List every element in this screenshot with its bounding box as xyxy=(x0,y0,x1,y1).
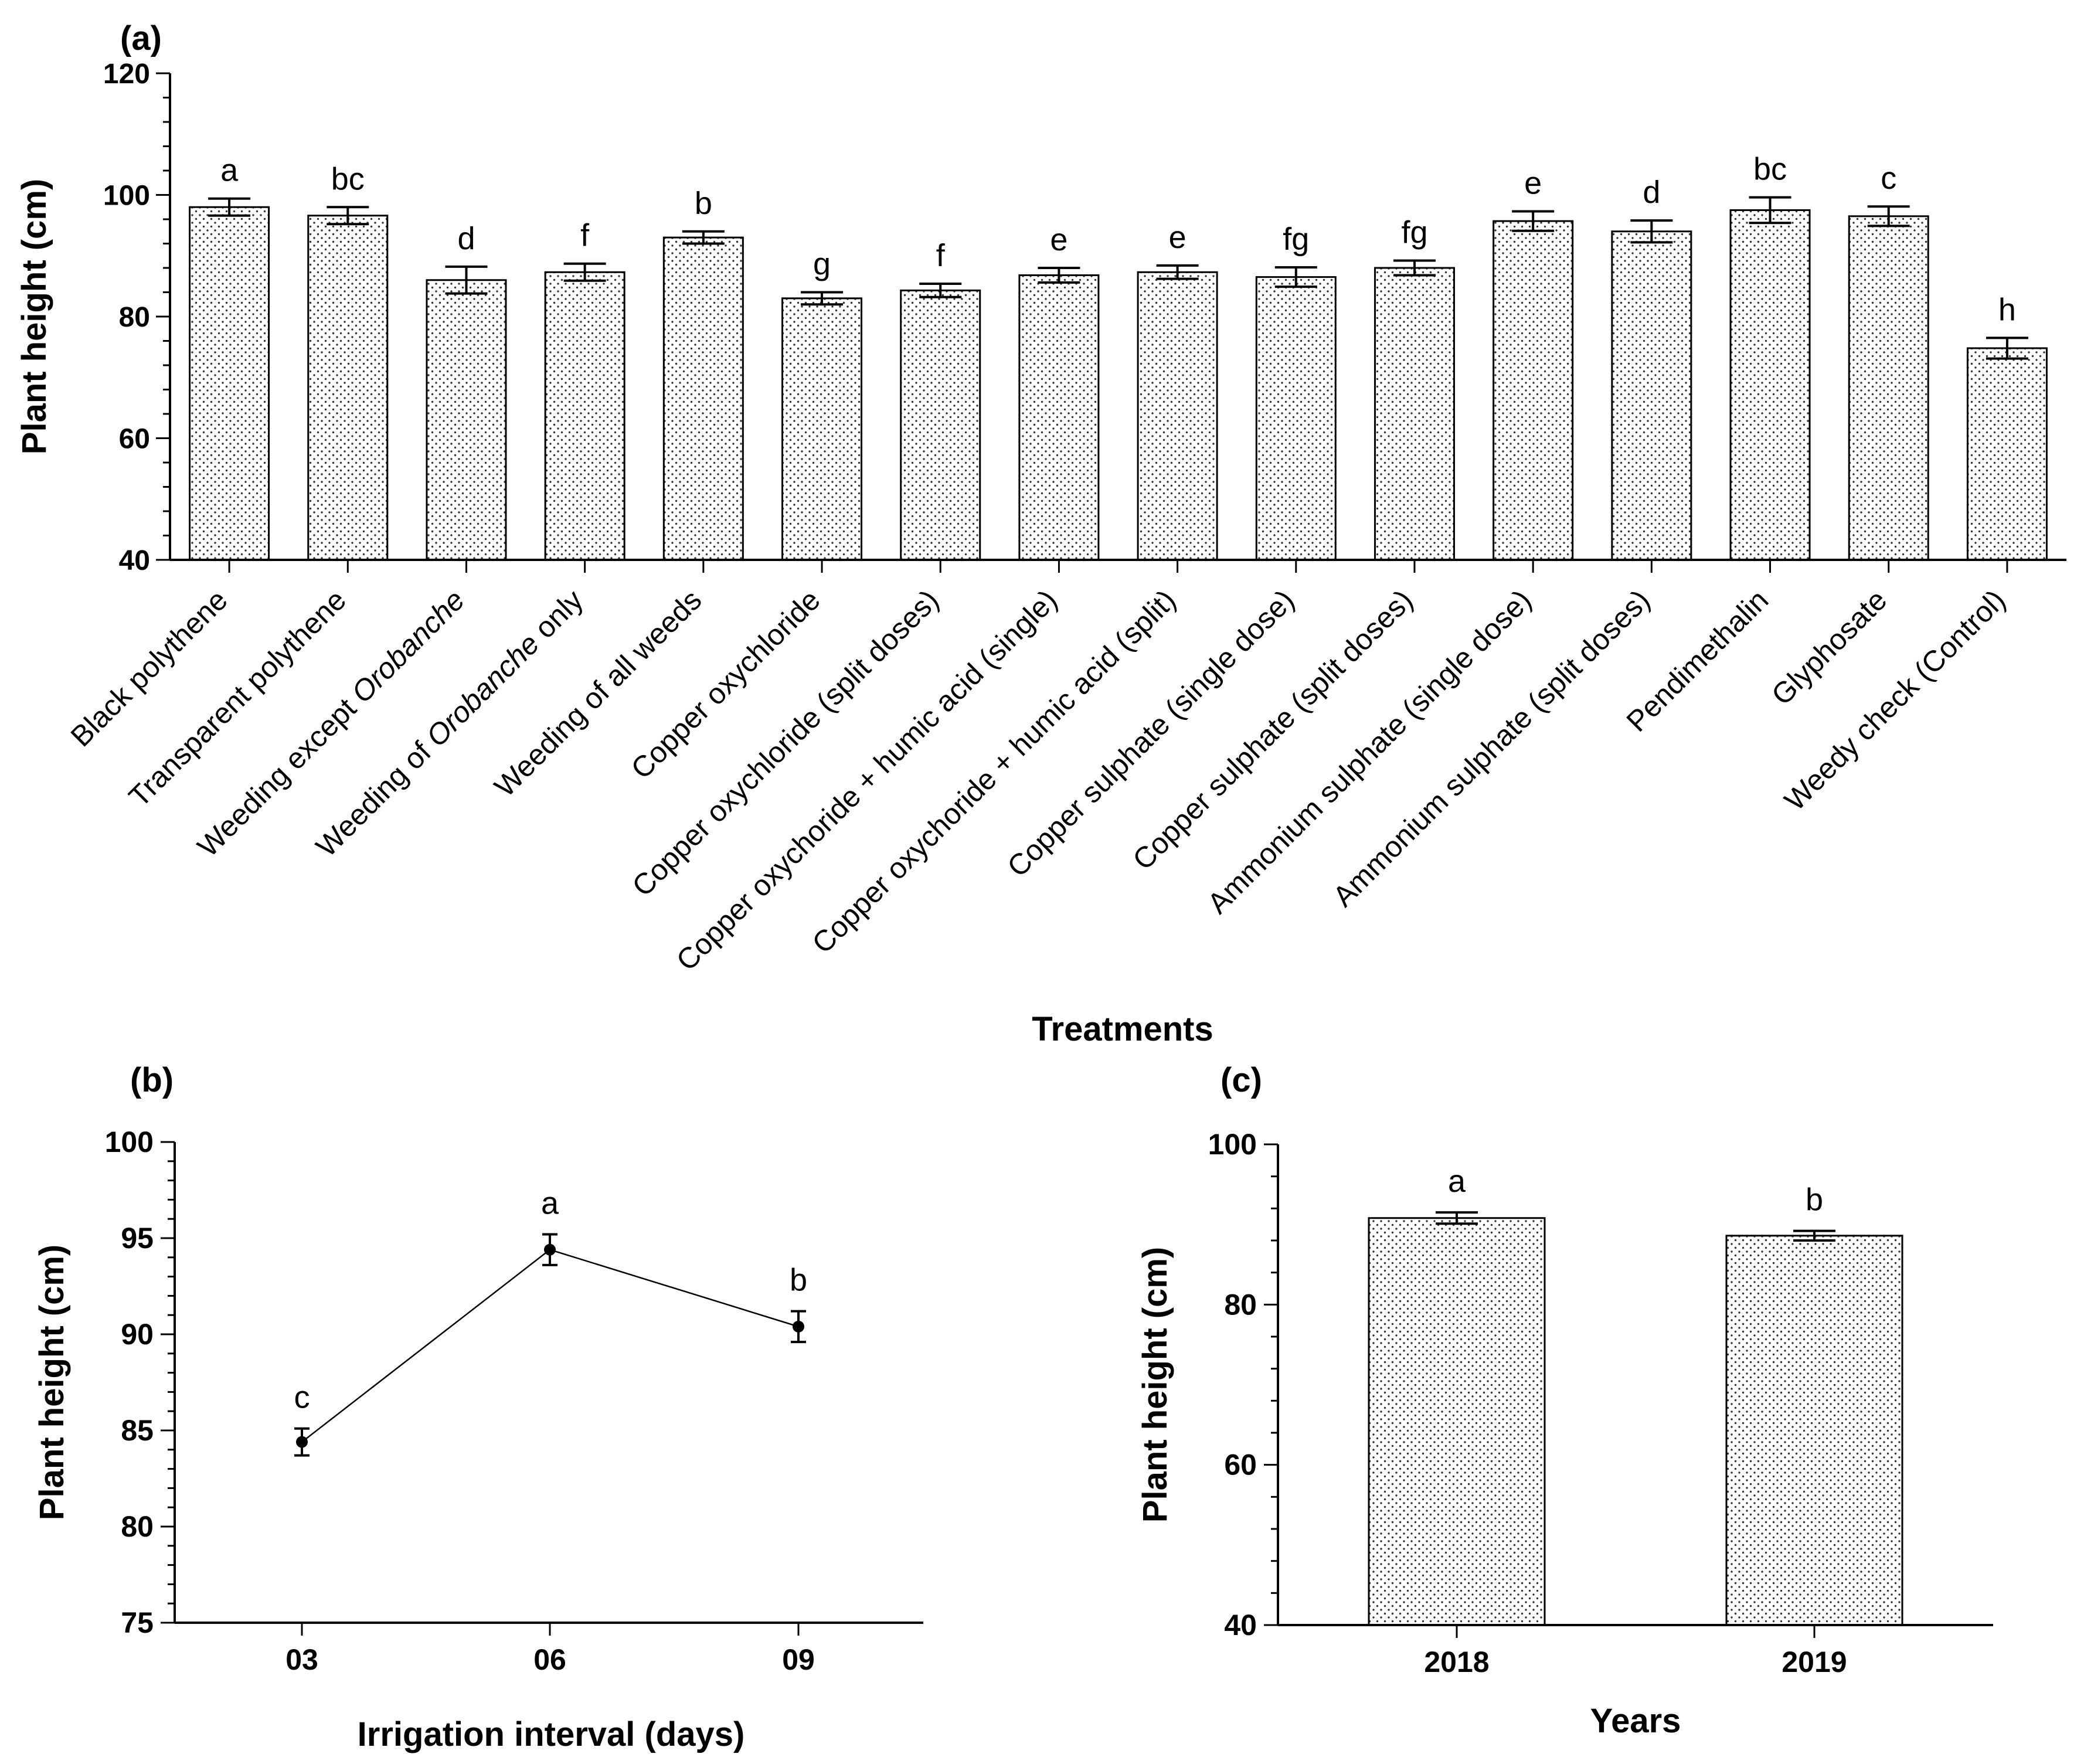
chart-panel-b: (b) 75 80 85 90 95 100 c 03 a 06 b 09 Plant height (c… xyxy=(33,1061,923,1753)
significance-letter: fg xyxy=(1283,222,1309,257)
y-tick-label: 40 xyxy=(119,545,150,576)
bar xyxy=(544,271,625,561)
bar xyxy=(1374,267,1455,561)
significance-letter: f xyxy=(580,218,590,253)
bar xyxy=(1848,215,1929,561)
y-tick-label: 80 xyxy=(119,302,150,333)
x-tick-label: 06 xyxy=(533,1643,566,1676)
y-tick-label: 75 xyxy=(121,1606,154,1639)
bar xyxy=(1611,230,1692,561)
significance-letter: h xyxy=(1998,292,2016,327)
significance-letter: c xyxy=(294,1380,310,1415)
category-label: Weedy check (Control) xyxy=(1778,583,2012,817)
y-tick-label: 100 xyxy=(1208,1128,1257,1161)
significance-letter: e xyxy=(1169,220,1187,255)
category-label: Transparent polythene xyxy=(123,583,352,813)
significance-letter: b xyxy=(695,186,712,221)
category-label-part: Weeding of xyxy=(310,730,443,864)
y-tick-label: 80 xyxy=(121,1510,154,1543)
bar xyxy=(1368,1217,1546,1626)
significance-letter: f xyxy=(936,238,946,273)
category-label: Weeding of all weeds xyxy=(488,583,708,803)
bar xyxy=(1137,271,1218,561)
significance-letter: bc xyxy=(1753,152,1787,187)
data-point xyxy=(793,1320,804,1333)
y-tick-label: 60 xyxy=(119,424,150,455)
bar xyxy=(900,289,981,561)
significance-letter: fg xyxy=(1401,215,1427,250)
bar xyxy=(1255,276,1337,561)
significance-letter: b xyxy=(1806,1182,1823,1218)
y-tick-label: 90 xyxy=(121,1318,154,1351)
bar xyxy=(1729,209,1811,561)
category-label-part: Weeding of all weeds xyxy=(488,583,708,803)
y-tick-label: 85 xyxy=(121,1414,154,1447)
significance-letter: bc xyxy=(331,161,365,196)
y-tick-label: 40 xyxy=(1224,1609,1257,1641)
x-tick-label: 2018 xyxy=(1424,1646,1489,1678)
panel-a-label: (a) xyxy=(120,19,162,57)
category-label-part: Glyphosate xyxy=(1765,583,1893,711)
x-tick-label: 2019 xyxy=(1782,1646,1847,1678)
significance-letter: e xyxy=(1524,166,1542,201)
panel-c-label: (c) xyxy=(1221,1061,1262,1099)
data-point xyxy=(544,1243,556,1256)
y-axis-title: Plant height (cm) xyxy=(33,1245,71,1520)
significance-letter: a xyxy=(541,1185,559,1221)
significance-letter: e xyxy=(1050,222,1068,257)
bar xyxy=(1018,274,1100,561)
x-axis-title: Treatments xyxy=(1032,1010,1213,1048)
x-tick-label: 03 xyxy=(285,1643,318,1676)
panel-b-label: (b) xyxy=(130,1061,174,1099)
x-axis-title: Irrigation interval (days) xyxy=(358,1715,745,1753)
bar xyxy=(662,236,744,561)
significance-letter: d xyxy=(1643,175,1660,210)
category-label-part: Transparent polythene xyxy=(123,583,352,813)
significance-letter: b xyxy=(790,1263,807,1298)
y-tick-label: 95 xyxy=(121,1222,154,1255)
category-label-part: Weedy check (Control) xyxy=(1778,583,2012,817)
bar xyxy=(307,215,389,561)
y-axis-title: Plant height (cm) xyxy=(1136,1247,1174,1522)
y-tick-label: 80 xyxy=(1224,1288,1257,1321)
chart-panel-c: (c) 40 60 80 100 a 2018 b 2019 Plant height (cm) Y… xyxy=(1136,1061,1993,1740)
y-tick-label: 100 xyxy=(105,1126,154,1158)
bar xyxy=(189,206,270,561)
significance-letter: g xyxy=(813,247,831,282)
series-line xyxy=(301,1249,799,1443)
bar xyxy=(1493,220,1574,561)
category-label-part: Orobanche xyxy=(345,583,471,709)
significance-letter: d xyxy=(457,221,475,256)
bar xyxy=(1966,347,2048,561)
y-tick-label: 60 xyxy=(1224,1449,1257,1481)
x-tick-label: 09 xyxy=(782,1643,815,1676)
bar xyxy=(781,297,863,561)
bar xyxy=(1725,1235,1903,1626)
category-label-part: Orobanche xyxy=(420,627,546,753)
y-tick-label: 100 xyxy=(103,181,150,212)
y-axis-title: Plant height (cm) xyxy=(15,179,53,454)
x-axis-title: Years xyxy=(1590,1702,1681,1740)
significance-letter: c xyxy=(1881,161,1896,196)
category-label: Glyphosate xyxy=(1765,583,1893,711)
significance-letter: a xyxy=(1448,1164,1466,1199)
y-tick-label: 120 xyxy=(103,59,150,90)
data-point xyxy=(296,1436,308,1448)
significance-letter: a xyxy=(220,153,239,188)
bar xyxy=(426,279,507,561)
